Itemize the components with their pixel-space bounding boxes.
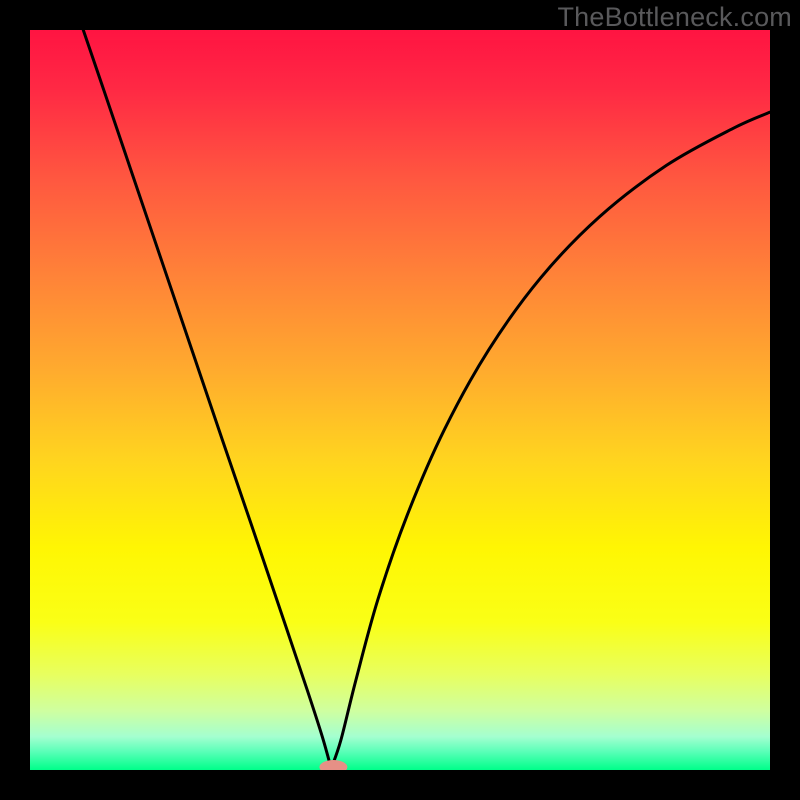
chart-svg	[30, 30, 770, 770]
gradient-background	[30, 30, 770, 770]
bottleneck-chart	[30, 30, 770, 770]
watermark-text: TheBottleneck.com	[557, 2, 792, 33]
chart-frame: TheBottleneck.com	[0, 0, 800, 800]
